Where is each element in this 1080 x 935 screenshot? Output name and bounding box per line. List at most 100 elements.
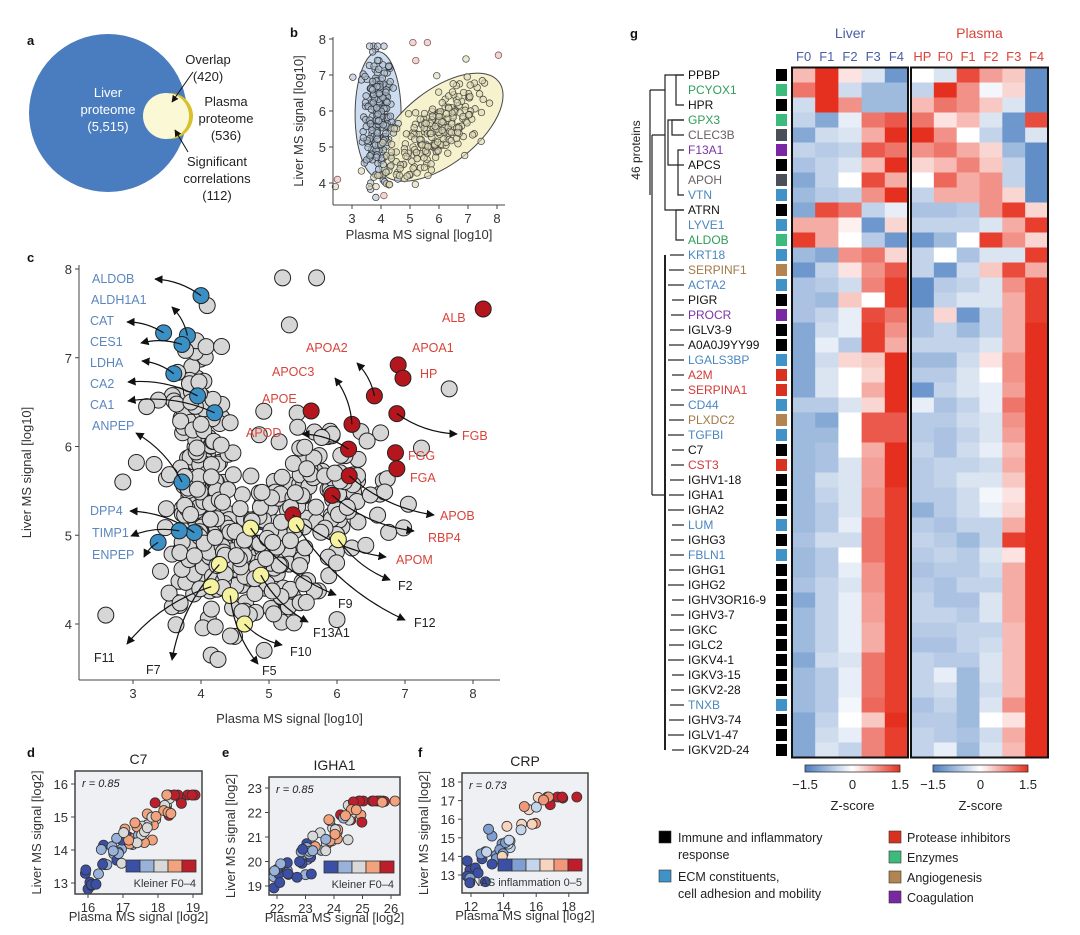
heatmap-cell	[1025, 487, 1049, 503]
category-swatch	[776, 414, 787, 426]
heatmap-cell	[884, 112, 909, 128]
heatmap-cell	[1025, 427, 1049, 443]
data-point	[202, 600, 220, 618]
heatmap-cell	[838, 247, 863, 263]
heatmap-cell	[911, 262, 935, 278]
panel-label-f: f	[418, 745, 423, 760]
row-label: APOH	[688, 173, 722, 187]
heatmap-cell	[884, 457, 909, 473]
heatmap-cell	[861, 187, 886, 203]
heatmap-cell	[1025, 352, 1049, 368]
point-label: F7	[146, 663, 161, 677]
heatmap-cell	[815, 682, 839, 698]
heatmap-cell	[884, 292, 909, 308]
heatmap-cell	[884, 217, 909, 233]
data-point	[257, 550, 275, 568]
category-swatch	[776, 279, 787, 291]
heatmap-cell	[1002, 217, 1026, 233]
heatmap-cell	[815, 667, 839, 683]
heatmap-cell	[815, 487, 839, 503]
dendrogram-root	[649, 89, 665, 496]
heatmap-cell	[815, 517, 839, 533]
colorbar-tick-label: 0	[849, 777, 856, 792]
row-label: IGLC2	[688, 638, 723, 652]
heatmap-cell	[884, 337, 909, 353]
panel-d-scatter: d C7 r = 0.85 Kleiner F0–4 16 17 18 19 13 14 15 16…	[27, 745, 208, 924]
heatmap-cell	[1002, 727, 1026, 743]
heatmap-cell	[979, 712, 1003, 728]
heatmap-cell	[1002, 322, 1026, 338]
heatmap-cell	[911, 472, 935, 488]
heatmap-cell	[979, 232, 1003, 248]
label-arrow	[129, 507, 195, 534]
heatmap-cell	[1002, 637, 1026, 653]
data-point	[160, 584, 178, 602]
data-point	[118, 827, 130, 838]
panel-label-c: c	[27, 250, 34, 265]
heatmap-cell	[956, 622, 980, 638]
data-point	[93, 868, 104, 880]
data-point	[369, 48, 377, 56]
heatmap-cell	[911, 562, 935, 578]
heatmap-cell	[956, 307, 980, 323]
data-point	[185, 547, 203, 565]
heatmap-cell	[861, 742, 886, 758]
data-point	[176, 797, 187, 809]
data-point	[333, 175, 342, 184]
heatmap-cell	[884, 547, 909, 563]
row-label: CD44	[688, 398, 719, 412]
heatmap-cell	[792, 262, 816, 278]
point-label: APOE	[262, 392, 297, 406]
panel-label-e: e	[222, 745, 229, 760]
category-swatch	[776, 369, 787, 381]
heatmap-cell	[838, 727, 863, 743]
heatmap-cell	[979, 427, 1003, 443]
heatmap-cell	[911, 217, 935, 233]
row-label: SERPINA1	[688, 383, 748, 397]
heatmap-cell	[933, 97, 958, 113]
heatmap-cell	[1025, 307, 1049, 323]
legend-swatch	[539, 858, 555, 872]
point-label: HP	[420, 367, 437, 381]
row-label: IGHV1-18	[688, 473, 742, 487]
data-point	[366, 152, 374, 160]
x-tick-label: 22	[270, 901, 284, 916]
heatmap-cell	[956, 652, 980, 668]
heatmap-cell	[1002, 172, 1026, 188]
point-label: DPP4	[90, 504, 123, 518]
heatmap-cell	[933, 547, 958, 563]
x-axis-title: Plasma MS signal [log2]	[265, 910, 404, 925]
heatmap-cell	[884, 607, 909, 623]
label-arrow	[126, 317, 164, 334]
heatmap-cell	[838, 292, 863, 308]
row-label: HPR	[688, 98, 714, 112]
heatmap-cell	[815, 352, 839, 368]
data-point	[264, 533, 282, 551]
data-point	[416, 115, 424, 123]
heatmap-cell	[861, 127, 886, 143]
heatmap-cell	[838, 502, 863, 518]
data-point	[459, 88, 468, 97]
x-tick-label: 24	[327, 901, 341, 916]
data-point	[123, 834, 135, 846]
row-label: IGLV3-9	[688, 323, 732, 337]
data-point	[379, 160, 387, 169]
data-point	[209, 651, 227, 668]
legend-swatch	[167, 859, 183, 873]
heatmap-cell	[979, 637, 1003, 653]
point-label: CA1	[90, 398, 114, 412]
data-point	[265, 605, 283, 623]
data-point	[270, 433, 288, 451]
data-point	[111, 832, 123, 844]
y-tick-label: 6	[319, 104, 326, 119]
heatmap-cell	[956, 352, 980, 368]
heatmap-cell	[911, 382, 935, 398]
heatmap-cell	[956, 397, 980, 413]
legend-swatch	[567, 858, 583, 872]
heatmap-cell	[956, 427, 980, 443]
heatmap-cell	[861, 337, 886, 353]
point-label: F9	[338, 597, 353, 611]
heatmap-cell	[956, 697, 980, 713]
heatmap-cell	[933, 712, 958, 728]
heatmap-cell	[979, 457, 1003, 473]
